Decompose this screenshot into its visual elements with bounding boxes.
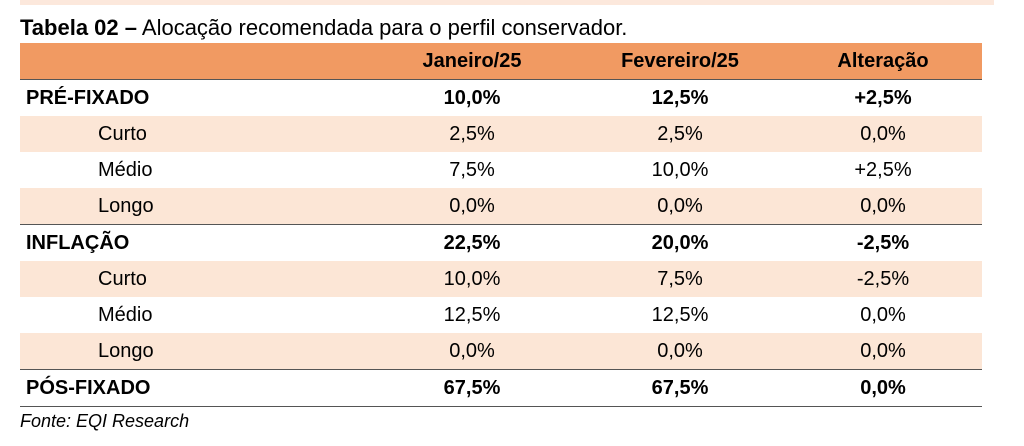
table-body: PRÉ-FIXADO 10,0% 12,5% +2,5% Curto 2,5% 2,5% 0,… xyxy=(20,80,982,407)
table-row-group: PÓS-FIXADO 67,5% 67,5% 0,0% xyxy=(20,369,982,407)
table-row-group: PRÉ-FIXADO 10,0% 12,5% +2,5% xyxy=(20,80,982,117)
february-value-cell: 12,5% xyxy=(651,86,709,109)
row-label-cell: PÓS-FIXADO xyxy=(20,369,368,407)
row-label-cell: Curto xyxy=(98,267,147,290)
january-value-cell: 22,5% xyxy=(368,224,576,261)
header-cell-category xyxy=(20,43,368,80)
february-value-cell: 0,0% xyxy=(657,194,703,217)
table-row: Curto 2,5% 2,5% 0,0% xyxy=(20,116,982,152)
row-label-cell: Médio xyxy=(98,158,153,181)
row-label-cell: Longo xyxy=(98,194,154,217)
header-cell-january: Janeiro/25 xyxy=(368,43,576,80)
table-row: Médio 12,5% 12,5% 0,0% xyxy=(20,297,982,333)
january-value-cell: 12,5% xyxy=(443,303,501,326)
february-value-cell: 10,0% xyxy=(651,158,709,181)
table-row: Longo 0,0% 0,0% 0,0% xyxy=(20,333,982,370)
january-value-cell: 10,0% xyxy=(443,86,501,109)
row-label-cell: Longo xyxy=(98,339,154,362)
february-value-cell: 20,0% xyxy=(576,224,784,261)
table-row-group: INFLAÇÃO 22,5% 20,0% -2,5% xyxy=(20,224,982,261)
january-value-cell: 7,5% xyxy=(449,158,495,181)
change-value-cell: 0,0% xyxy=(860,303,906,326)
row-label-cell: Curto xyxy=(98,122,147,145)
january-value-cell: 0,0% xyxy=(449,339,495,362)
change-value-cell: 0,0% xyxy=(860,194,906,217)
change-value-cell: +2,5% xyxy=(854,86,912,109)
february-value-cell: 12,5% xyxy=(651,303,709,326)
table-row: Curto 10,0% 7,5% -2,5% xyxy=(20,261,982,297)
change-value-cell: 0,0% xyxy=(784,369,982,407)
january-value-cell: 2,5% xyxy=(449,122,495,145)
change-value-cell: 0,0% xyxy=(860,122,906,145)
table-caption: Tabela 02 – Alocação recomendada para o … xyxy=(20,14,627,42)
row-label-cell: PRÉ-FIXADO xyxy=(26,86,150,109)
january-value-cell: 67,5% xyxy=(368,369,576,407)
february-value-cell: 0,0% xyxy=(657,339,703,362)
change-value-cell: +2,5% xyxy=(854,158,912,181)
caption-label: Tabela 02 – xyxy=(20,15,137,40)
january-value-cell: 10,0% xyxy=(443,267,501,290)
row-label-cell: Médio xyxy=(98,303,153,326)
change-value-cell: 0,0% xyxy=(860,339,906,362)
february-value-cell: 67,5% xyxy=(576,369,784,407)
table-row: Longo 0,0% 0,0% 0,0% xyxy=(20,188,982,225)
allocation-table-container: Janeiro/25 Fevereiro/25 Alteração PRÉ-FI… xyxy=(20,43,982,407)
change-value-cell: -2,5% xyxy=(856,267,910,290)
source-note: Fonte: EQI Research xyxy=(20,411,190,431)
february-value-cell: 7,5% xyxy=(657,267,703,290)
top-decorative-strip xyxy=(20,0,994,5)
row-label-cell: INFLAÇÃO xyxy=(20,224,368,261)
header-row: Janeiro/25 Fevereiro/25 Alteração xyxy=(20,43,982,80)
february-value-cell: 2,5% xyxy=(657,122,703,145)
allocation-table: Janeiro/25 Fevereiro/25 Alteração PRÉ-FI… xyxy=(20,43,982,407)
table-row: Médio 7,5% 10,0% +2,5% xyxy=(20,152,982,188)
header-cell-change: Alteração xyxy=(784,43,982,80)
caption-text: Alocação recomendada para o perfil conse… xyxy=(137,15,628,40)
table-header: Janeiro/25 Fevereiro/25 Alteração xyxy=(20,43,982,80)
header-cell-february: Fevereiro/25 xyxy=(576,43,784,80)
change-value-cell: -2,5% xyxy=(784,224,982,261)
january-value-cell: 0,0% xyxy=(449,194,495,217)
